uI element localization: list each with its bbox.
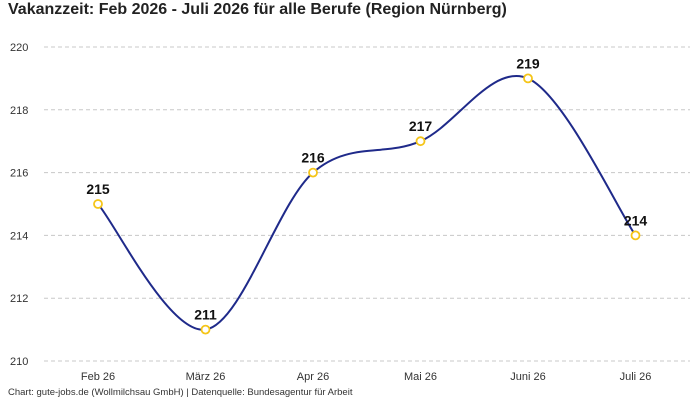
data-labels: 215 211 216 217 219 214 xyxy=(86,55,647,322)
y-tick-label: 212 xyxy=(10,293,28,305)
y-axis-ticks: 210 212 214 216 218 220 xyxy=(10,42,28,368)
x-tick-label: Apr 26 xyxy=(297,371,329,383)
x-tick-label: Juli 26 xyxy=(620,371,652,383)
data-label: 215 xyxy=(86,181,110,197)
data-point xyxy=(415,136,426,147)
data-label: 216 xyxy=(301,150,325,166)
x-axis-ticks: Feb 26 März 26 Apr 26 Mai 26 Juni 26 Juli 26 xyxy=(81,371,652,383)
y-tick-label: 218 xyxy=(10,105,28,117)
source-footer: Chart: gute-jobs.de (Wollmilchsau GmbH) … xyxy=(8,387,353,398)
y-tick-label: 214 xyxy=(10,230,28,242)
data-point xyxy=(523,73,533,84)
data-label: 219 xyxy=(516,55,540,71)
data-point xyxy=(200,324,211,335)
y-tick-label: 210 xyxy=(10,356,28,368)
data-point xyxy=(308,167,318,178)
chart-title: Vakanzzeit: Feb 2026 - Juli 2026 für all… xyxy=(8,1,507,18)
data-point xyxy=(93,199,103,209)
data-label: 217 xyxy=(409,118,433,134)
data-label: 214 xyxy=(624,212,648,228)
y-tick-label: 216 xyxy=(10,168,28,180)
series-line xyxy=(97,75,637,331)
x-tick-label: Juni 26 xyxy=(510,371,545,383)
data-point xyxy=(630,230,641,241)
grid-lines xyxy=(44,46,690,362)
data-label: 211 xyxy=(194,307,217,323)
y-tick-label: 220 xyxy=(10,42,28,54)
data-points xyxy=(93,73,641,335)
x-tick-label: März 26 xyxy=(186,371,226,383)
x-tick-label: Mai 26 xyxy=(404,371,437,383)
x-tick-label: Feb 26 xyxy=(81,371,115,383)
